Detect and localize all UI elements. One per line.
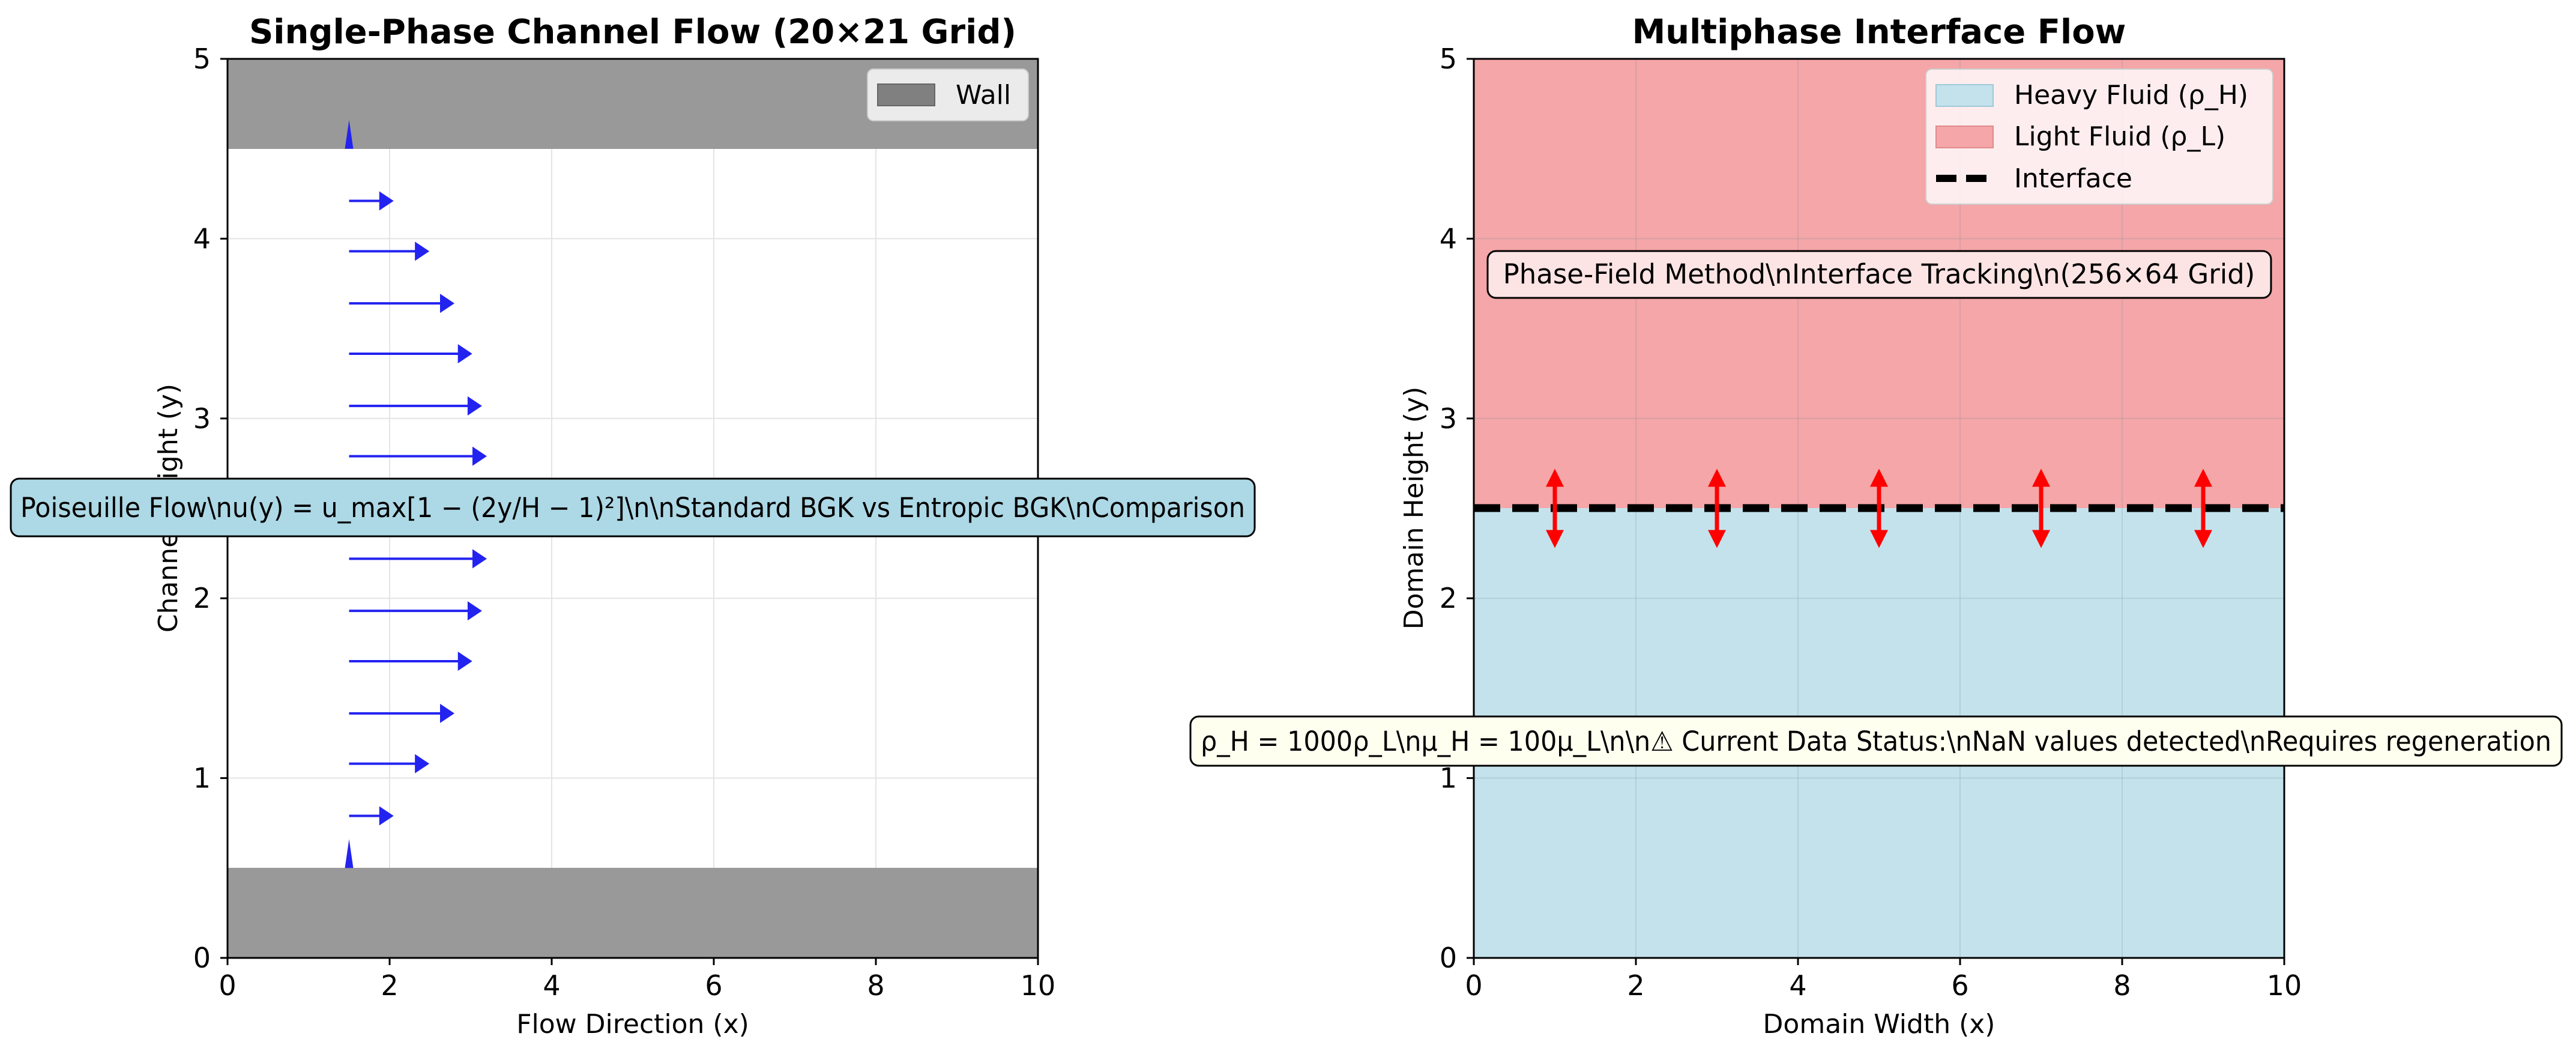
left-xtick-label: 8 [867,969,884,1002]
legend-heavy-swatch [1935,84,1994,107]
legend-wall-swatch [877,83,935,106]
interface-double-arrow [2194,468,2212,548]
interface-double-arrow [1546,468,1564,548]
left-annotation: Poiseuille Flow\nu(y) = u_max[1 − (2y/H … [10,477,1256,538]
velocity-arrows [345,120,489,868]
left-ytick-label: 3 [193,402,211,435]
velocity-arrow [349,446,487,466]
velocity-arrow [349,241,430,261]
right-xtick-label: 4 [1789,969,1806,1002]
interface-double-arrow [1870,468,1888,548]
right-annotation-top-box [1486,250,2272,299]
right-legend-box [1925,68,2273,205]
left-xtick-label: 10 [1021,969,1056,1002]
right-xtick-label: 8 [2113,969,2131,1002]
right-xtick-label: 10 [2267,969,2302,1002]
velocity-arrow [349,549,487,569]
velocity-arrow [349,396,482,416]
left-ytick-label: 2 [193,582,211,614]
wall-bottom [228,868,1038,958]
right-ytick-label: 5 [1440,43,1457,75]
left-xtick-label: 0 [219,969,236,1002]
left-xtick-label: 2 [381,969,398,1002]
right-ytick-label: 0 [1440,942,1457,974]
right-annotation-bottom-text: ρ_H = 1000ρ_L\nμ_H = 100μ_L\n\n⚠ Current… [1201,725,2551,757]
left-annotation-text: Poiseuille Flow\nu(y) = u_max[1 − (2y/H … [20,492,1245,524]
right-ytick-label: 1 [1440,762,1457,795]
left-title: Single-Phase Channel Flow (20×21 Grid) [249,13,1016,52]
interface-double-arrow [1708,468,1726,548]
left-xlabel: Flow Direction (x) [516,1009,749,1040]
right-legend: Heavy Fluid (ρ_H) Light Fluid (ρ_L) Inte… [1925,68,2273,205]
interface-double-arrow [2032,468,2050,548]
left-panel: 0 2 4 6 8 10 0 1 2 3 4 5 Single-Phase Channel Flow … [10,13,1256,1040]
velocity-arrow [345,839,354,868]
velocity-arrow [349,294,454,313]
right-xtick-label: 6 [1951,969,1968,1002]
left-ytick-label: 0 [193,942,211,974]
legend-light-swatch [1935,126,1994,148]
velocity-arrow [349,651,472,671]
left-xtick-label: 6 [705,969,722,1002]
velocity-arrow [349,754,430,774]
legend-light-label: Light Fluid (ρ_L) [2014,121,2225,152]
right-ytick-label: 3 [1440,402,1457,435]
left-annotation-box [10,477,1256,538]
left-ticks: 0 2 4 6 8 10 0 1 2 3 4 5 [193,43,1056,1002]
left-legend-box [867,68,1029,121]
right-xlabel: Domain Width (x) [1763,1009,1995,1040]
right-annotation-bottom: ρ_H = 1000ρ_L\nμ_H = 100μ_L\n\n⚠ Current… [1189,715,2563,767]
right-annotation-top-text: Phase-Field Method\nInterface Tracking\n… [1503,258,2255,290]
velocity-arrow [345,120,354,149]
left-xtick-label: 4 [543,969,560,1002]
legend-heavy-label: Heavy Fluid (ρ_H) [2014,80,2248,111]
right-title: Multiphase Interface Flow [1632,13,2126,52]
left-legend: Wall [867,68,1029,121]
left-ytick-label: 4 [193,222,211,255]
legend-interface-label: Interface [2014,163,2132,194]
left-ytick-label: 1 [193,762,211,795]
right-annotation-top: Phase-Field Method\nInterface Tracking\n… [1486,250,2272,299]
right-plot-frame [1473,58,2285,959]
right-ytick-label: 4 [1440,222,1457,255]
right-ticks: 0 2 4 6 8 10 0 1 2 3 4 5 [1440,43,2302,1002]
right-xtick-label: 0 [1465,969,1482,1002]
right-xtick-label: 2 [1627,969,1644,1002]
right-ytick-label: 2 [1440,582,1457,614]
velocity-arrow [349,191,394,211]
velocity-arrow [349,601,482,621]
interface-double-arrows [1546,468,2212,548]
left-ytick-label: 5 [193,43,211,75]
velocity-arrow [349,806,394,826]
right-annotation-bottom-box [1189,715,2563,767]
legend-wall-label: Wall [956,80,1011,111]
right-ylabel: Domain Height (y) [1399,387,1429,630]
velocity-arrow [349,703,454,723]
velocity-arrow [349,344,472,364]
